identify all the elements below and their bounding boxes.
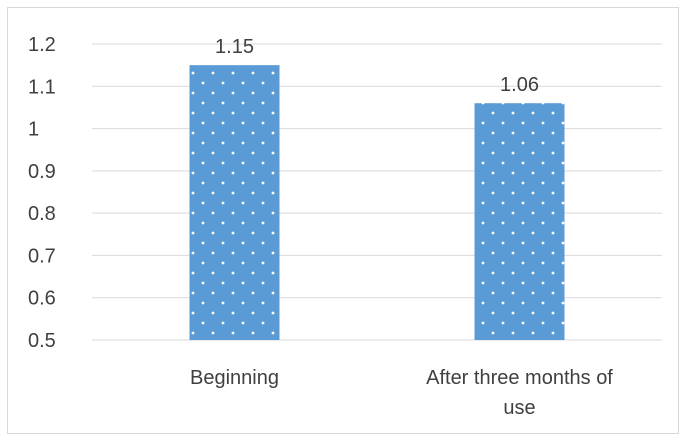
y-tick-label: 0.5 <box>28 330 56 352</box>
x-category-label: After three months of <box>426 367 613 389</box>
x-axis-categories: Beginning After three months of use <box>190 367 613 419</box>
x-category-label: Beginning <box>190 367 279 389</box>
y-tick-label: 0.6 <box>28 288 56 310</box>
bar <box>189 65 280 341</box>
bar <box>474 103 565 340</box>
x-category-label: use <box>503 397 535 419</box>
y-tick-label: 1 <box>28 119 39 141</box>
data-labels: 1.15 1.06 <box>215 36 539 96</box>
y-tick-label: 0.7 <box>28 245 56 267</box>
chart-frame <box>7 7 679 434</box>
data-label: 1.06 <box>500 74 539 96</box>
y-tick-label: 0.8 <box>28 203 56 225</box>
gridlines <box>92 43 662 341</box>
data-label: 1.15 <box>215 36 254 58</box>
y-tick-label: 1.1 <box>28 76 56 98</box>
y-tick-label: 1.2 <box>28 34 56 56</box>
y-tick-label: 0.9 <box>28 161 56 183</box>
bars <box>189 65 565 341</box>
y-axis-ticks: 0.5 0.6 0.7 0.8 0.9 1 1.1 1.2 <box>28 34 56 352</box>
